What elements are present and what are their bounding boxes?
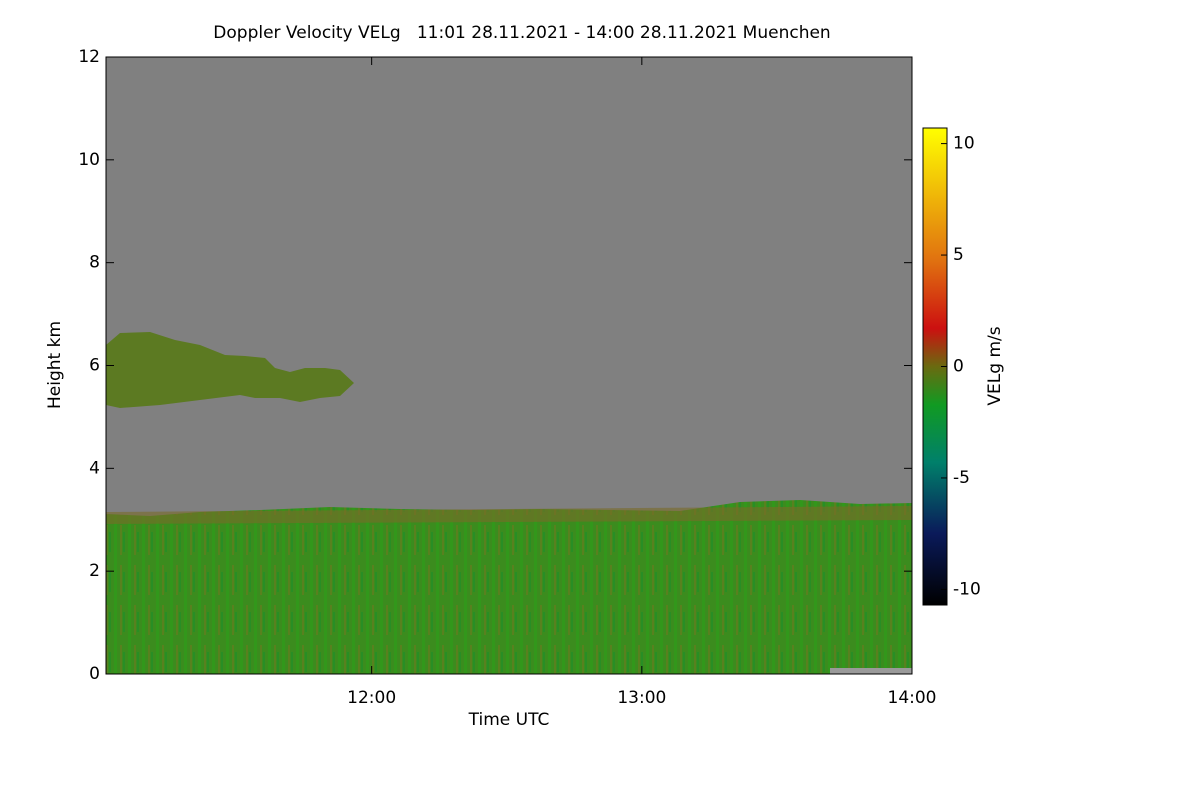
colorbar-tick-label: -10 <box>953 579 981 599</box>
cloud-layer <box>106 332 354 408</box>
y-tick-label: 12 <box>78 47 100 67</box>
boundary-layer <box>106 500 912 674</box>
chart-title: Doppler Velocity VELg 11:01 28.11.2021 -… <box>213 23 830 43</box>
y-axis-label: Height km <box>45 321 65 409</box>
colorbar-tick-label: 5 <box>953 245 964 265</box>
y-tick-label: 6 <box>89 356 100 376</box>
x-tick-label: 14:00 <box>888 688 937 708</box>
y-tick-label: 8 <box>89 253 100 273</box>
y-tick-label: 2 <box>89 561 100 581</box>
x-tick-label: 13:00 <box>617 688 666 708</box>
y-tick-label: 0 <box>89 664 100 684</box>
bottom-gap <box>830 668 912 674</box>
x-axis-label: Time UTC <box>468 710 550 730</box>
colorbar-tick-label: 0 <box>953 357 964 377</box>
colorbar-tick-label: 10 <box>953 134 975 154</box>
field <box>106 57 912 674</box>
y-tick-label: 4 <box>89 458 100 478</box>
colorbar-label: VELg m/s <box>985 326 1005 405</box>
y-tick-label: 10 <box>78 150 100 170</box>
x-tick-label: 12:00 <box>347 688 396 708</box>
colorbar-tick-label: -5 <box>953 468 970 488</box>
boundary-layer-top <box>106 506 912 524</box>
